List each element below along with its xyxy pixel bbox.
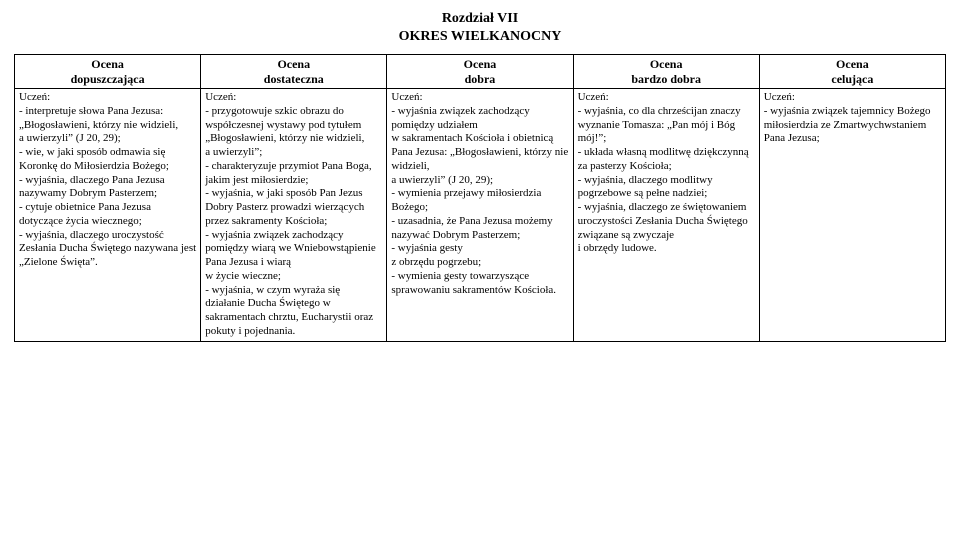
title-line-1: Rozdział VII <box>442 11 518 26</box>
cell-col1: Uczeń:- interpretuje słowa Pana Jezusa: … <box>15 89 201 342</box>
header-col4-line1: Ocena <box>650 57 683 71</box>
header-col1-line1: Ocena <box>91 57 124 71</box>
cell-col3: Uczeń:- wyjaśnia związek zachodzący pomi… <box>387 89 573 342</box>
grading-table: Ocena dopuszczająca Ocena dostateczna Oc… <box>14 54 946 341</box>
header-col2: Ocena dostateczna <box>201 55 387 89</box>
body-row: Uczeń:- interpretuje słowa Pana Jezusa: … <box>15 89 946 342</box>
cell-col4: Uczeń:- wyjaśnia, co dla chrześcijan zna… <box>573 89 759 342</box>
header-col1-line2: dopuszczająca <box>71 72 145 86</box>
header-col5-line2: celująca <box>831 72 873 86</box>
header-col4-line2: bardzo dobra <box>631 72 701 86</box>
header-col2-line1: Ocena <box>277 57 310 71</box>
header-col5-line1: Ocena <box>836 57 869 71</box>
header-col3-line1: Ocena <box>464 57 497 71</box>
header-col4: Ocena bardzo dobra <box>573 55 759 89</box>
header-col2-line2: dostateczna <box>264 72 324 86</box>
section-title: Rozdział VII OKRES WIELKANOCNY <box>14 10 946 46</box>
cell-col2: Uczeń:- przygotowuje szkic obrazu do wsp… <box>201 89 387 342</box>
header-col5: Ocena celująca <box>759 55 945 89</box>
header-col3: Ocena dobra <box>387 55 573 89</box>
header-col1: Ocena dopuszczająca <box>15 55 201 89</box>
header-col3-line2: dobra <box>465 72 496 86</box>
cell-col5: Uczeń:- wyjaśnia związek tajemnicy Bożeg… <box>759 89 945 342</box>
header-row: Ocena dopuszczająca Ocena dostateczna Oc… <box>15 55 946 89</box>
title-line-2: OKRES WIELKANOCNY <box>399 29 562 44</box>
